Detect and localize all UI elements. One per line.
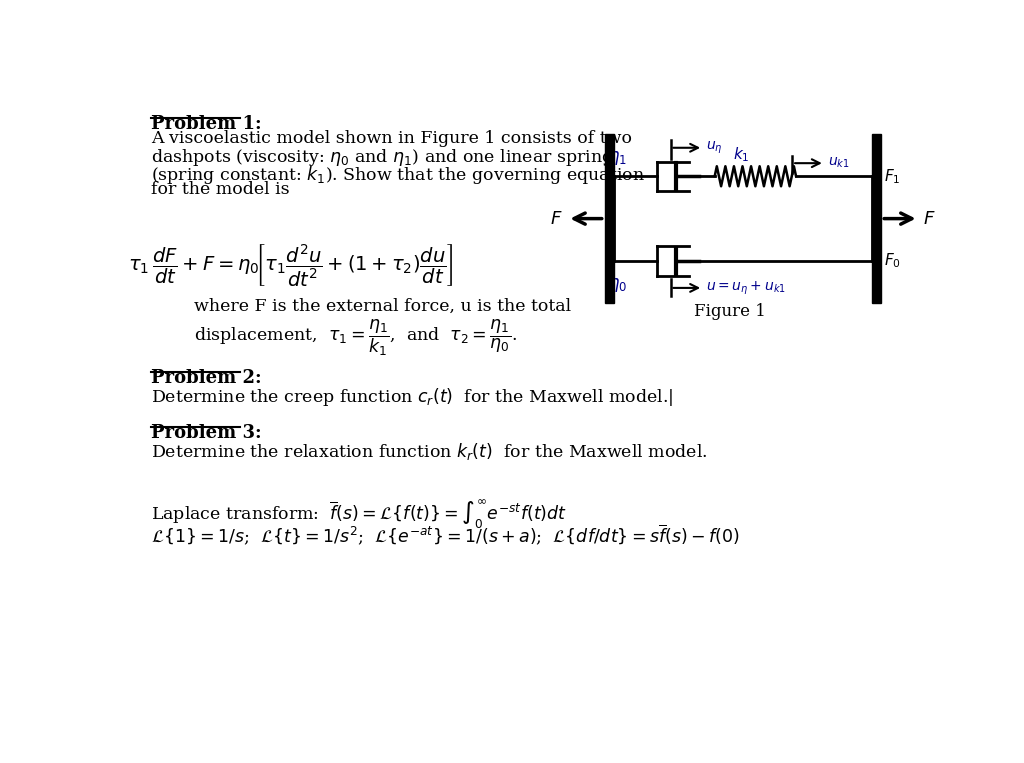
Text: where F is the external force, u is the total: where F is the external force, u is the … [194,298,571,315]
Text: displacement,  $\tau_1 = \dfrac{\eta_1}{k_1}$,  and  $\tau_2 = \dfrac{\eta_1}{\e: displacement, $\tau_1 = \dfrac{\eta_1}{k… [194,318,517,359]
Text: $F$: $F$ [550,210,563,227]
Text: Problem 1:: Problem 1: [152,114,262,133]
Text: $\eta_1$: $\eta_1$ [608,150,628,167]
Text: $F_0$: $F_0$ [885,252,901,270]
Text: $F$: $F$ [923,210,936,227]
Text: Problem 3:: Problem 3: [152,424,262,443]
Text: Determine the creep function $c_r(t)$  for the Maxwell model.|: Determine the creep function $c_r(t)$ fo… [152,386,674,407]
Text: $\mathcal{L}\{1\} = 1/s$;  $\mathcal{L}\{t\} = 1/s^2$;  $\mathcal{L}\{e^{-at}\} : $\mathcal{L}\{1\} = 1/s$; $\mathcal{L}\{… [152,523,739,547]
Text: $F_1$: $F_1$ [885,167,901,185]
Text: $\tau_1\,\dfrac{dF}{dt} + F = \eta_0\!\left[\tau_1\dfrac{d^2u}{dt^2}+(1+\tau_2)\: $\tau_1\,\dfrac{dF}{dt} + F = \eta_0\!\l… [128,242,454,288]
Text: for the model is: for the model is [152,181,290,198]
Text: $u = u_\eta + u_{k1}$: $u = u_\eta + u_{k1}$ [707,279,786,297]
Text: $u_\eta$: $u_\eta$ [707,140,723,156]
Text: Determine the relaxation function $k_r(t)$  for the Maxwell model.: Determine the relaxation function $k_r(t… [152,441,708,462]
Bar [872,134,882,304]
Text: $k_1$: $k_1$ [733,145,750,164]
Text: $u_{k1}$: $u_{k1}$ [827,156,850,170]
Bar [604,134,614,304]
Text: Problem 2:: Problem 2: [152,369,262,387]
Text: (spring constant: $k_1$). Show that the governing equation: (spring constant: $k_1$). Show that the … [152,164,645,186]
Text: A viscoelastic model shown in Figure 1 consists of two: A viscoelastic model shown in Figure 1 c… [152,130,632,147]
Text: dashpots (viscosity: $\eta_0$ and $\eta_1$) and one linear spring: dashpots (viscosity: $\eta_0$ and $\eta_… [152,147,614,168]
Text: Laplace transform:  $\overline{f}(s) = \mathcal{L}\{f(t)\} = \int_0^{\infty} e^{: Laplace transform: $\overline{f}(s) = \m… [152,498,567,531]
Text: $\eta_0$: $\eta_0$ [608,276,628,295]
Text: Figure 1: Figure 1 [693,302,766,320]
